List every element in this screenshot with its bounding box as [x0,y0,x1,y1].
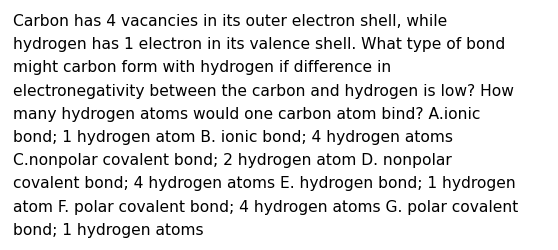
Text: Carbon has 4 vacancies in its outer electron shell, while: Carbon has 4 vacancies in its outer elec… [13,14,448,29]
Text: many hydrogen atoms would one carbon atom bind? A.ionic: many hydrogen atoms would one carbon ato… [13,106,480,121]
Text: covalent bond; 4 hydrogen atoms E. hydrogen bond; 1 hydrogen: covalent bond; 4 hydrogen atoms E. hydro… [13,176,516,191]
Text: hydrogen has 1 electron in its valence shell. What type of bond: hydrogen has 1 electron in its valence s… [13,37,505,52]
Text: electronegativity between the carbon and hydrogen is low? How: electronegativity between the carbon and… [13,83,514,98]
Text: might carbon form with hydrogen if difference in: might carbon form with hydrogen if diffe… [13,60,391,75]
Text: bond; 1 hydrogen atom B. ionic bond; 4 hydrogen atoms: bond; 1 hydrogen atom B. ionic bond; 4 h… [13,130,453,144]
Text: bond; 1 hydrogen atoms: bond; 1 hydrogen atoms [13,222,204,237]
Text: C.nonpolar covalent bond; 2 hydrogen atom D. nonpolar: C.nonpolar covalent bond; 2 hydrogen ato… [13,152,452,168]
Text: atom F. polar covalent bond; 4 hydrogen atoms G. polar covalent: atom F. polar covalent bond; 4 hydrogen … [13,199,518,214]
